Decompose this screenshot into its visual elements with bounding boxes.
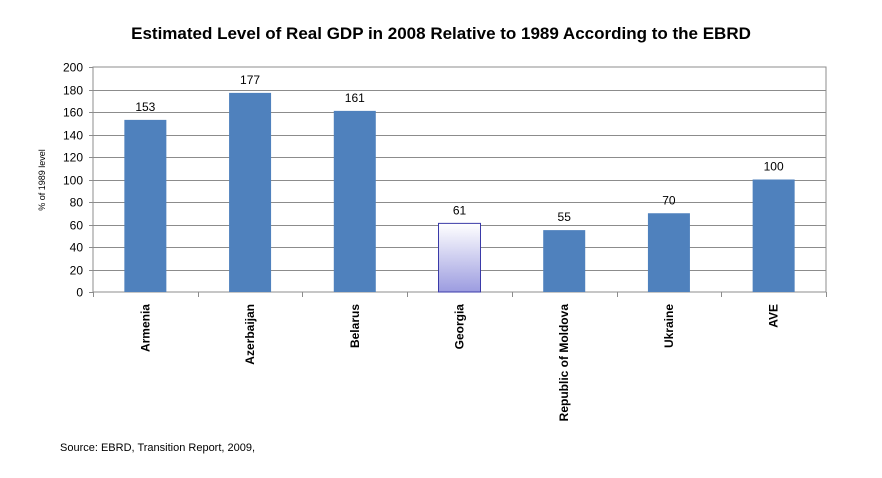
bar-armenia <box>124 119 167 292</box>
x-tick-label: AVE <box>767 304 781 328</box>
bars <box>124 92 795 293</box>
y-tick-label: 80 <box>70 196 84 210</box>
bar-belarus <box>333 110 376 292</box>
y-tick-label: 140 <box>63 129 83 143</box>
chart-title: Estimated Level of Real GDP in 2008 Rela… <box>131 24 751 43</box>
data-label: 100 <box>764 160 784 174</box>
bar-azerbaijan <box>229 92 272 292</box>
bar-georgia <box>438 222 481 293</box>
x-tick-label: Republic of Moldova <box>557 304 571 422</box>
x-tick-label: Azerbaijan <box>243 304 257 365</box>
data-label: 55 <box>558 210 572 224</box>
data-label: 61 <box>453 203 467 217</box>
labels: 0 20 40 60 80 100 120 140 160 180 200 153 Armenia 177… <box>63 61 784 422</box>
data-label: 177 <box>240 73 260 87</box>
y-tick-label: 160 <box>63 106 83 120</box>
x-tick-label: Belarus <box>348 304 362 348</box>
y-tick-label: 40 <box>70 241 84 255</box>
y-tick-label: 100 <box>63 174 83 188</box>
bar-republic-of-moldova <box>543 230 586 292</box>
y-tick-label: 120 <box>63 151 83 165</box>
data-label: 70 <box>662 193 676 207</box>
bar-ave <box>752 179 795 292</box>
source-note: Source: EBRD, Transition Report, 2009, <box>60 442 256 454</box>
bar-ukraine <box>647 213 690 292</box>
x-tick-label: Ukraine <box>662 304 676 348</box>
data-label: 161 <box>345 91 365 105</box>
y-axis-label: % of 1989 level <box>37 149 47 211</box>
y-tick-label: 0 <box>76 286 83 300</box>
x-tick-label: Georgia <box>453 304 467 350</box>
data-label: 153 <box>135 100 155 114</box>
y-tick-label: 20 <box>70 264 84 278</box>
y-tick-label: 60 <box>70 219 84 233</box>
x-tick-label: Armenia <box>138 304 152 352</box>
y-tick-label: 200 <box>63 61 83 75</box>
y-tick-label: 180 <box>63 84 83 98</box>
